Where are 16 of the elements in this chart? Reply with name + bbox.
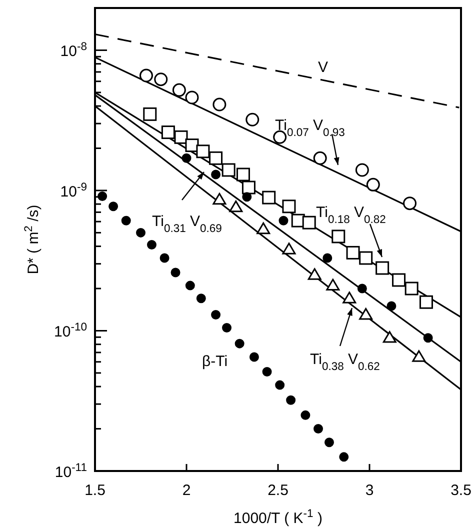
x-tick-label: 1.5 <box>84 482 106 499</box>
y-tick-label: 10$^{-9}$ <box>60 181 87 200</box>
x-tick-label: 3 <box>365 482 374 499</box>
y-tick-label: 10$^{-10}$ <box>54 322 87 341</box>
series-label: Ti$_{0.38}$V$_{0.62}$ <box>310 351 380 373</box>
series-label: β-Ti <box>202 353 228 370</box>
series-label: Ti$_{0.07}$V$_{0.93}$ <box>275 117 345 139</box>
x-axis-title: 1000/T ( K$^{-1}$) <box>234 508 322 527</box>
x-tick-label: 3.5 <box>450 482 472 499</box>
series-label: V <box>318 59 328 76</box>
x-tick-label: 2.5 <box>268 482 288 499</box>
legend-label: Ti$_{0.31}$V$_{0.69}$ <box>152 213 222 235</box>
x-tick-label: 2 <box>182 482 191 499</box>
series-label: Ti$_{0.18}$V$_{0.82}$ <box>316 204 386 226</box>
y-tick-label: 10$^{-11}$ <box>54 462 87 481</box>
y-tick-label: 10$^{-8}$ <box>60 41 87 60</box>
